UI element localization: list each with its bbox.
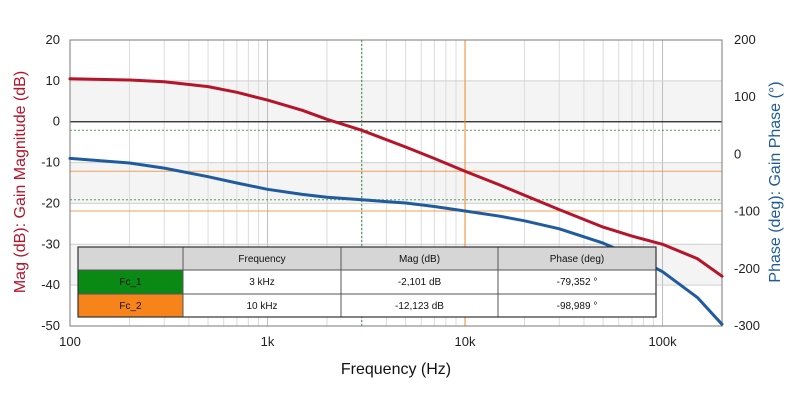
y-right-tick-labels: 200 100 0 -100 -200 -300 [734,32,760,333]
table-header-text: Phase (deg) [550,254,604,265]
plot-frame [69,39,723,327]
y-left-tick-labels: 20 10 0 -10 -20 -30 -40 -50 [41,32,60,333]
table-row-label: Fc_1 [119,277,142,288]
y-right-tick-label: -100 [734,204,760,219]
y-left-tick-label: 0 [53,114,60,129]
y-right-tick-label: -200 [734,261,760,276]
y-right-axis-title: Phase (deg): Gain Phase (°) [767,81,784,282]
y-left-tick-label: -30 [41,236,60,251]
plot-border [69,39,723,327]
x-tick-label: 10k [455,334,476,349]
table-border [77,246,657,318]
table-cell [182,269,342,295]
x-tick-labels: 100 1k 10k 100k [59,334,677,349]
y-left-tick-label: 10 [46,73,60,88]
table-cell-text: 3 kHz [249,277,275,288]
table-header-text: Frequency [238,254,285,265]
table-cell [497,269,657,295]
table-cell-text: -12,123 dB [395,301,444,312]
y-right-tick-label: 100 [734,89,756,104]
magnitude-series-line [68,77,724,278]
y-right-tick-label: 200 [734,32,756,47]
x-tick-label: 100 [59,334,81,349]
cursor-table: Frequency Mag (dB) Phase (deg) Fc_1 3 kHz -2,… [77,246,657,318]
table-cell [340,269,499,295]
y-right-tick-label: 0 [734,146,741,161]
x-tick-label: 100k [648,334,677,349]
table-header-cell [77,246,184,271]
y-left-tick-label: -20 [41,195,60,210]
y-left-tick-label: 20 [46,32,60,47]
y-left-tick-label: -50 [41,318,60,333]
table-cell-text: -98,989 ° [557,301,598,312]
x-tick-label: 1k [261,334,275,349]
y-left-axis-title: Mag (dB): Gain Magnitude (dB) [12,71,29,293]
grid-band [70,162,722,204]
y-left-tick-label: -10 [41,155,60,170]
table-cell-text: 10 kHz [246,301,277,312]
y-right-tick-label: -300 [734,318,760,333]
y-left-tick-label: -40 [41,277,60,292]
table-header-text: Mag (dB) [399,254,440,265]
x-axis-title: Frequency (Hz) [341,361,451,378]
table-row-label: Fc_2 [119,301,142,312]
table-cell-text: -79,352 ° [557,277,598,288]
grid-band [70,80,722,122]
table-cell-text: -2,101 dB [398,277,442,288]
